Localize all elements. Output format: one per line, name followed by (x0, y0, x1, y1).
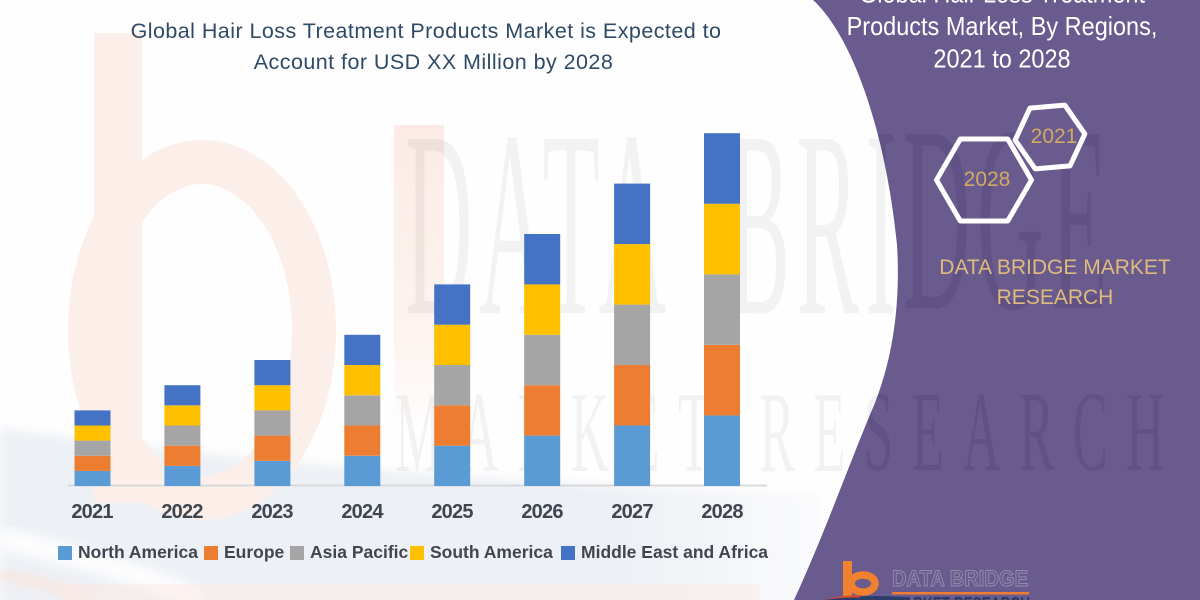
svg-text:DATA BRIDGE: DATA BRIDGE (892, 566, 1028, 591)
svg-text:MARKET RESEARCH: MARKET RESEARCH (395, 369, 1183, 496)
svg-text:MARKET RESEARCH: MARKET RESEARCH (892, 594, 1030, 600)
